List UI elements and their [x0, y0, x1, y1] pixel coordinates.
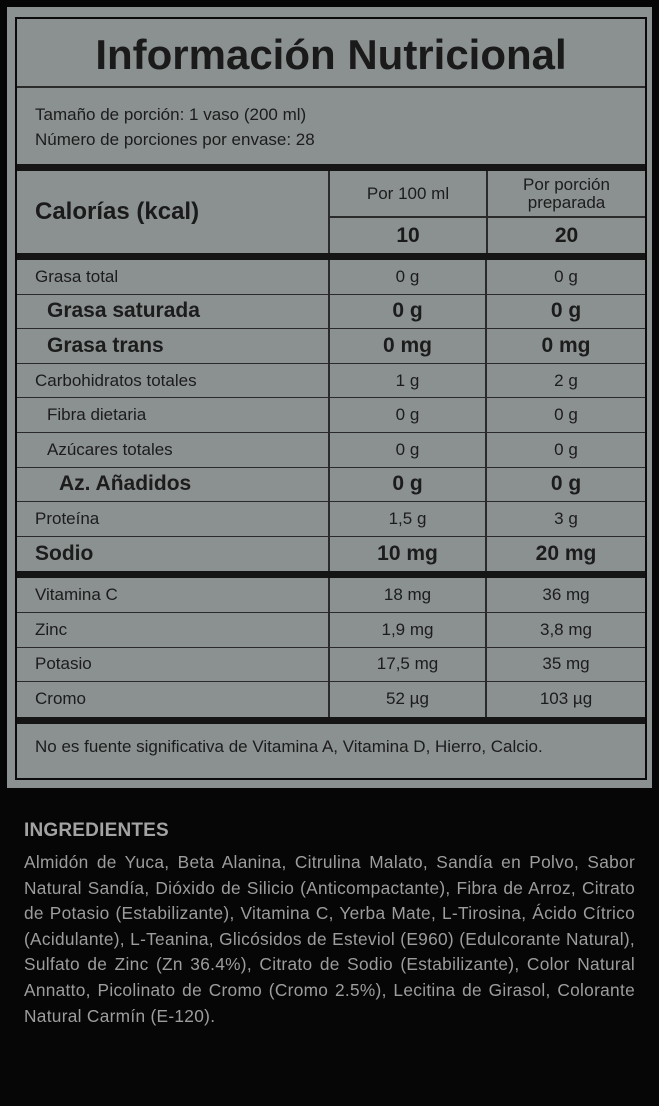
value-per-100ml: 1 g: [330, 363, 487, 398]
value-per-100ml: 1,5 g: [330, 502, 487, 536]
table-row: Vitamina C 18 mg 36 mg: [17, 578, 645, 613]
value-per-serving: 3,8 mg: [540, 619, 592, 639]
nutrient-name: Carbohidratos totales: [17, 363, 330, 398]
table-row: Grasa trans 0 mg 0 mg: [17, 329, 645, 364]
nutrient-name: Grasa trans: [17, 329, 330, 363]
value-per-100ml: 52 µg: [330, 682, 487, 717]
nutrient-name: Sodio: [17, 536, 330, 572]
value-per-serving: 36 mg: [542, 585, 590, 605]
calories-per-100ml: 10: [396, 223, 420, 247]
calories-per-serving: 20: [554, 223, 579, 247]
value-per-100ml: 0 g: [330, 467, 487, 502]
value-per-serving: 0 g: [554, 405, 578, 425]
value-per-serving: 103 µg: [539, 689, 593, 709]
footnote: No es fuente significativa de Vitamina A…: [35, 736, 543, 756]
ingredients-heading: INGREDIENTES: [24, 820, 169, 841]
table-row: Sodio 10 mg 20 mg: [17, 536, 645, 572]
table-row: Proteína 1,5 g 3 g: [17, 502, 645, 537]
nutrient-name: Grasa total: [17, 260, 330, 294]
value-per-serving: 2 g: [554, 370, 578, 390]
column-header-per-serving: Por porción preparada: [488, 171, 645, 218]
ingredients-section: INGREDIENTES Almidón de Yuca, Beta Alani…: [24, 820, 635, 1029]
nutrition-facts-table: Información Nutricional Tamaño de porció…: [15, 17, 647, 780]
value-per-100ml: 17,5 mg: [330, 647, 487, 682]
value-per-serving: 0 g: [554, 266, 578, 286]
column-header-per-100ml: Por 100 ml: [330, 171, 486, 218]
calories-row: Calorías (kcal) Por 100 ml 10 Por porció…: [17, 171, 645, 253]
nutrient-name: Zinc: [17, 612, 330, 647]
nutrient-name: Cromo: [17, 682, 330, 717]
column-per-100ml: Por 100 ml 10: [330, 171, 488, 253]
table-row: Zinc 1,9 mg 3,8 mg: [17, 612, 645, 648]
table-row: Cromo 52 µg 103 µg: [17, 682, 645, 717]
value-per-serving: 35 mg: [542, 654, 590, 674]
value-per-100ml: 0 g: [330, 398, 487, 432]
value-per-100ml: 0 mg: [330, 329, 487, 363]
nutrient-name: Azúcares totales: [17, 432, 330, 467]
divider-thick: [17, 253, 645, 260]
nutrient-name: Vitamina C: [17, 578, 330, 612]
serving-info: Tamaño de porción: 1 vaso (200 ml) Númer…: [17, 88, 645, 164]
ingredients-text: Almidón de Yuca, Beta Alanina, Citrulina…: [24, 852, 635, 1026]
serving-size: Tamaño de porción: 1 vaso (200 ml): [35, 105, 307, 124]
table-row: Carbohidratos totales 1 g 2 g: [17, 363, 645, 399]
divider-thick: [17, 164, 645, 171]
value-per-serving: 3 g: [554, 508, 578, 528]
calories-label: Calorías (kcal): [17, 171, 330, 253]
column-per-serving: Por porción preparada 20: [488, 171, 645, 253]
table-row: Potasio 17,5 mg 35 mg: [17, 647, 645, 683]
value-per-serving: 0 g: [554, 439, 578, 459]
value-per-100ml: 1,9 mg: [330, 612, 487, 647]
nutrient-name: Fibra dietaria: [17, 398, 330, 432]
nutrient-name: Grasa saturada: [17, 294, 330, 329]
value-per-100ml: 10 mg: [330, 536, 487, 572]
divider-thick: [17, 716, 645, 724]
value-per-100ml: 0 g: [330, 260, 487, 294]
value-per-100ml: 18 mg: [330, 578, 487, 612]
table-title: Información Nutricional: [17, 19, 645, 88]
value-per-serving: 20 mg: [535, 542, 597, 566]
value-per-serving: 0 g: [550, 299, 582, 323]
servings-per-container: Número de porciones por envase: 28: [35, 130, 315, 149]
value-per-100ml: 0 g: [330, 294, 487, 329]
nutrient-name: Proteína: [17, 502, 330, 536]
nutrient-name: Az. Añadidos: [17, 467, 330, 502]
micronutrients-section: Vitamina C 18 mg 36 mg Zinc 1,9 mg 3,8 mg Pota…: [17, 578, 645, 717]
value-per-100ml: 0 g: [330, 432, 487, 467]
value-per-serving: 0 mg: [541, 333, 591, 357]
value-per-serving: 0 g: [550, 472, 582, 496]
nutrient-name: Potasio: [17, 647, 330, 682]
divider-thick: [17, 571, 645, 579]
